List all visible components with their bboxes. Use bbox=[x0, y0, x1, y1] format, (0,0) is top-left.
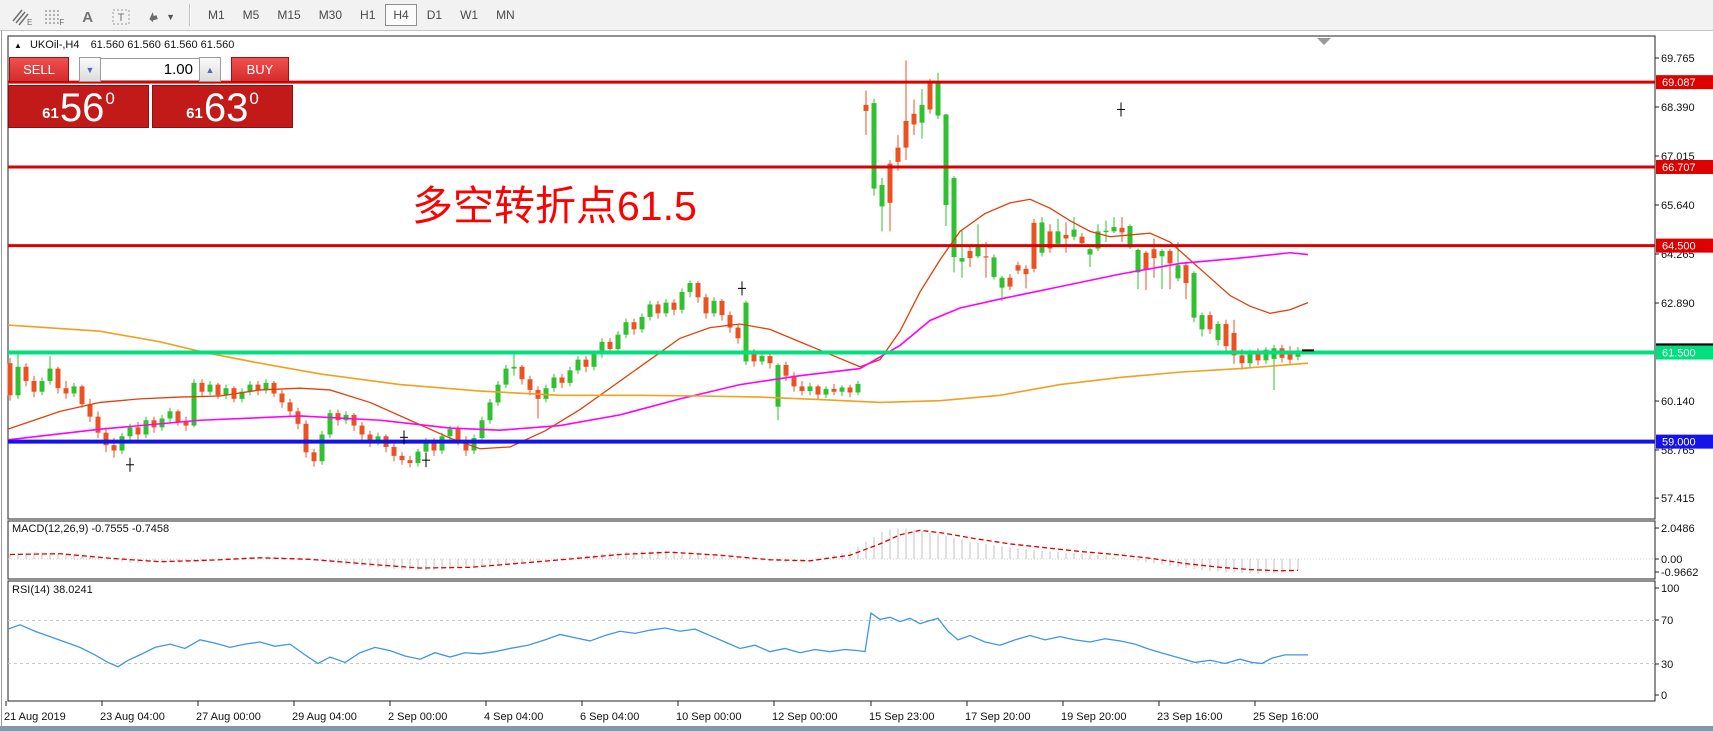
cross-markers bbox=[126, 102, 1125, 472]
svg-text:10 Sep 00:00: 10 Sep 00:00 bbox=[676, 711, 741, 723]
svg-text:60.140: 60.140 bbox=[1661, 396, 1695, 408]
svg-text:68.390: 68.390 bbox=[1661, 102, 1695, 114]
svg-text:23 Sep 16:00: 23 Sep 16:00 bbox=[1157, 711, 1222, 723]
sell-button[interactable]: SELL bbox=[9, 57, 69, 82]
rsi-panel bbox=[7, 580, 1656, 702]
tf-button-M1[interactable]: M1 bbox=[208, 8, 225, 22]
fibonacci-icon[interactable]: F bbox=[45, 10, 65, 27]
tf-button-MN[interactable]: MN bbox=[496, 8, 515, 22]
svg-text:57.415: 57.415 bbox=[1661, 493, 1695, 505]
axis-badge-64.500 bbox=[1656, 238, 1713, 253]
sell-price-big: 56 bbox=[59, 86, 105, 130]
ma-slow-orange bbox=[7, 324, 1309, 404]
svg-text:61.500: 61.500 bbox=[1662, 348, 1696, 360]
price-axis[interactable]: 69.76568.39067.01565.64064.26562.89060.1… bbox=[1655, 53, 1713, 505]
chart-canvas[interactable]: 多空转折点61.569.76568.39067.01565.64064.2656… bbox=[0, 30, 1713, 731]
toolbar-separator bbox=[189, 4, 191, 26]
svg-text:6 Sep 04:00: 6 Sep 04:00 bbox=[580, 711, 639, 723]
equidistant-channel-icon[interactable]: E bbox=[11, 4, 32, 27]
svg-text:T: T bbox=[118, 12, 125, 24]
tf-button-W1[interactable]: W1 bbox=[460, 8, 479, 22]
buy-button[interactable]: BUY bbox=[231, 57, 289, 82]
buy-price-big: 63 bbox=[203, 86, 249, 130]
svg-text:25 Sep 16:00: 25 Sep 16:00 bbox=[1253, 711, 1318, 723]
collapse-triangle-icon[interactable]: ▲ bbox=[14, 41, 22, 50]
svg-text:66.707: 66.707 bbox=[1662, 162, 1696, 174]
svg-text:27 Aug 00:00: 27 Aug 00:00 bbox=[196, 711, 261, 723]
svg-text:30: 30 bbox=[1661, 659, 1673, 671]
svg-text:0: 0 bbox=[1661, 690, 1667, 702]
sell-price-box[interactable]: 61 56 0 bbox=[8, 85, 149, 128]
svg-text:29 Aug 04:00: 29 Aug 04:00 bbox=[292, 711, 357, 723]
window-bottom-edge bbox=[0, 726, 1713, 731]
macd-signal-line bbox=[9, 529, 1299, 572]
volume-down-button[interactable]: ▼ bbox=[79, 57, 101, 82]
sell-price-sup: 0 bbox=[105, 89, 115, 108]
rsi-label: RSI(14) 38.0241 bbox=[12, 584, 93, 596]
time-axis[interactable]: 21 Aug 2019 23 Aug 04:00 27 Aug 00:00 29 Au… bbox=[4, 701, 1318, 723]
chart-shift-marker[interactable] bbox=[1317, 38, 1331, 45]
symbol-period: UKOil-,H4 bbox=[29, 39, 80, 51]
axis-badge-66.707 bbox=[1656, 159, 1713, 174]
tf-button-H1[interactable]: H1 bbox=[360, 8, 376, 22]
svg-text:12 Sep 00:00: 12 Sep 00:00 bbox=[772, 711, 837, 723]
horizontal-lines bbox=[8, 80, 1655, 444]
macd-panel bbox=[7, 520, 1656, 580]
svg-text:100: 100 bbox=[1661, 583, 1679, 595]
tf-button-M30[interactable]: M30 bbox=[318, 8, 343, 22]
ma-mid-magenta bbox=[7, 251, 1309, 441]
current-price-dash bbox=[1302, 349, 1314, 352]
svg-text:17 Sep 20:00: 17 Sep 20:00 bbox=[965, 711, 1030, 723]
axis-badge-59.000 bbox=[1656, 434, 1713, 449]
buy-price-prefix: 61 bbox=[186, 105, 203, 122]
macd-label: MACD(12,26,9) -0.7555 -0.7458 bbox=[12, 523, 169, 535]
text-icon[interactable]: A bbox=[82, 9, 94, 26]
axis-badge-69.087 bbox=[1656, 75, 1713, 90]
volume-input[interactable] bbox=[101, 58, 199, 81]
svg-text:64.500: 64.500 bbox=[1662, 241, 1696, 253]
svg-text:-0.9662: -0.9662 bbox=[1661, 567, 1698, 579]
macd-indicator: MACD(12,26,9) -0.7555 -0.7458 2.0486 0.00-… bbox=[8, 523, 1698, 579]
svg-text:21 Aug 2019: 21 Aug 2019 bbox=[4, 711, 66, 723]
svg-text:69.765: 69.765 bbox=[1661, 53, 1695, 65]
ohlc-values: 61.560 61.560 61.560 61.560 bbox=[90, 39, 235, 51]
tf-button-H4[interactable]: H4 bbox=[385, 4, 417, 26]
svg-text:69.087: 69.087 bbox=[1662, 77, 1696, 89]
tf-button-D1[interactable]: D1 bbox=[426, 8, 443, 22]
arrows-icon[interactable]: ▼ bbox=[145, 4, 175, 26]
svg-text:70: 70 bbox=[1661, 615, 1673, 627]
svg-text:19 Sep 20:00: 19 Sep 20:00 bbox=[1061, 711, 1126, 723]
volume-up-button[interactable]: ▲ bbox=[199, 57, 221, 82]
svg-text:62.890: 62.890 bbox=[1661, 298, 1695, 310]
one-click-trade-widget: SELL ▼ ▲ BUY 61 56 0 61 63 0 bbox=[8, 57, 294, 128]
text-label-icon[interactable]: T bbox=[111, 4, 131, 26]
symbol-header[interactable]: ▲ UKOil-,H4 61.560 61.560 61.560 61.560 bbox=[14, 39, 234, 51]
chevron-down-icon[interactable]: ▼ bbox=[166, 12, 175, 22]
sell-price-prefix: 61 bbox=[42, 105, 59, 122]
chart-annotation[interactable]: 多空转折点61.5 bbox=[412, 183, 697, 229]
buy-price-box[interactable]: 61 63 0 bbox=[152, 85, 293, 128]
svg-text:15 Sep 23:00: 15 Sep 23:00 bbox=[869, 711, 934, 723]
rsi-line bbox=[7, 611, 1308, 668]
svg-text:59.000: 59.000 bbox=[1662, 437, 1696, 449]
tf-button-M5[interactable]: M5 bbox=[242, 8, 260, 22]
buy-price-sup: 0 bbox=[249, 89, 259, 108]
svg-text:4 Sep 04:00: 4 Sep 04:00 bbox=[484, 711, 543, 723]
svg-text:23 Aug 04:00: 23 Aug 04:00 bbox=[100, 711, 165, 723]
svg-text:65.640: 65.640 bbox=[1661, 200, 1695, 212]
axis-badge-61.500 bbox=[1656, 345, 1713, 360]
svg-text:2.0486: 2.0486 bbox=[1661, 523, 1695, 535]
tf-button-M15[interactable]: M15 bbox=[277, 8, 301, 22]
svg-text:0.00: 0.00 bbox=[1661, 554, 1682, 566]
toolbar: E F A T ▼ M1 M5 M15 M30 H1 H4 D1 W1 MN bbox=[0, 0, 1713, 31]
rsi-indicator: RSI(14) 38.0241 100 70 30 0 bbox=[7, 583, 1679, 702]
svg-text:2 Sep 00:00: 2 Sep 00:00 bbox=[388, 711, 447, 723]
timeframe-buttons: M1 M5 M15 M30 H1 H4 D1 W1 MN bbox=[199, 4, 524, 26]
